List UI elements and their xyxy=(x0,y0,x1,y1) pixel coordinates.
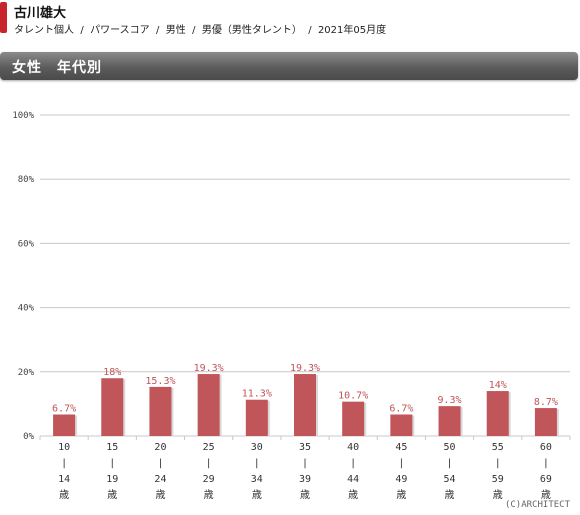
x-category-label: | xyxy=(543,458,549,469)
bar-value-label: 19.3% xyxy=(194,363,224,374)
x-category-label: 55 xyxy=(492,442,504,453)
x-category-label: | xyxy=(350,458,356,469)
y-tick-label: 80% xyxy=(18,175,35,185)
x-category-label: 10 xyxy=(58,442,70,453)
x-category-label: | xyxy=(206,458,212,469)
x-category-label: 歳 xyxy=(155,489,165,500)
breadcrumb-item: 男優（男性タレント） xyxy=(201,25,302,36)
breadcrumb-item: パワースコア xyxy=(90,25,150,36)
x-category-label: 50 xyxy=(444,442,456,453)
breadcrumb-item: タレント個人 xyxy=(14,25,74,36)
breadcrumb-item: 2021年05月度 xyxy=(317,25,387,36)
bar-value-label: 18% xyxy=(103,367,121,378)
x-category-label: 29 xyxy=(203,474,215,485)
bar xyxy=(197,374,220,436)
x-category-label: 歳 xyxy=(59,489,69,500)
bar xyxy=(245,399,268,436)
bar-value-label: 9.3% xyxy=(437,395,461,406)
breadcrumb: タレント個人 / パワースコア / 男性 / 男優（男性タレント） / 2021… xyxy=(14,21,386,36)
breadcrumb-separator: / xyxy=(152,25,163,36)
header-accent-bar xyxy=(0,2,7,33)
x-category-label: 歳 xyxy=(204,489,214,500)
x-category-label: | xyxy=(398,458,404,469)
copyright-text: (C)ARCHITECT xyxy=(504,500,570,510)
bar xyxy=(342,401,365,436)
bar-value-label: 19.3% xyxy=(290,363,320,374)
bar xyxy=(149,386,172,436)
bar xyxy=(101,378,124,436)
page-header: 古川雄大 タレント個人 / パワースコア / 男性 / 男優（男性タレント） /… xyxy=(0,0,580,40)
x-category-label: 19 xyxy=(106,474,118,485)
bar-value-label: 6.7% xyxy=(389,403,413,414)
x-category-label: | xyxy=(254,458,260,469)
bar-value-label: 10.7% xyxy=(338,391,368,402)
x-category-label: 14 xyxy=(58,474,70,485)
bar-value-label: 14% xyxy=(489,380,507,391)
y-tick-label: 20% xyxy=(18,368,35,378)
section-banner: 女性 年代別 xyxy=(0,52,578,80)
grid-layer: 0% 20% 40% 60% 80% 100% xyxy=(12,111,571,442)
x-category-label: 30 xyxy=(251,442,263,453)
bar xyxy=(53,414,76,436)
x-category-label: 69 xyxy=(540,474,552,485)
bar-layer xyxy=(53,374,559,436)
x-category-label: 25 xyxy=(203,442,215,453)
x-category-label: | xyxy=(447,458,453,469)
x-category-label: 45 xyxy=(395,442,407,453)
bar xyxy=(534,408,557,436)
y-tick-label: 0% xyxy=(23,432,34,442)
x-category-label: 歳 xyxy=(348,489,358,500)
x-category-label: 20 xyxy=(154,442,166,453)
bar-value-label: 15.3% xyxy=(145,376,175,387)
bar xyxy=(390,414,413,436)
x-category-label: | xyxy=(302,458,308,469)
bar xyxy=(438,406,461,436)
x-category-label: 59 xyxy=(492,474,504,485)
breadcrumb-item: 男性 xyxy=(165,25,186,36)
x-category-label: 歳 xyxy=(300,489,310,500)
age-bar-chart: 0% 20% 40% 60% 80% 100% 6.7% 10 | 14 歳 18% 15 | 19 歳 15… xyxy=(12,111,571,500)
bar-value-label: 11.3% xyxy=(242,389,272,400)
y-tick-label: 100% xyxy=(12,111,34,121)
x-category-label: 60 xyxy=(540,442,552,453)
x-category-label: | xyxy=(61,458,67,469)
bar-value-label: 6.7% xyxy=(52,403,76,414)
bar xyxy=(294,374,316,436)
x-category-label: 34 xyxy=(251,474,263,485)
x-category-label: 35 xyxy=(299,442,311,453)
x-category-label: | xyxy=(157,458,163,469)
x-category-label: 歳 xyxy=(252,489,262,500)
x-category-label: 24 xyxy=(154,474,166,485)
bar-value-label: 8.7% xyxy=(534,397,558,408)
x-category-label: 歳 xyxy=(445,489,455,500)
x-category-label: 歳 xyxy=(541,489,551,500)
section-title: 女性 年代別 xyxy=(12,60,102,76)
x-category-label: 歳 xyxy=(493,489,503,500)
breadcrumb-separator: / xyxy=(77,25,87,36)
x-category-label: | xyxy=(109,458,115,469)
x-category-label: 40 xyxy=(347,442,359,453)
talent-name: 古川雄大 xyxy=(14,6,67,21)
x-category-label: 39 xyxy=(299,474,311,485)
breadcrumb-separator: / xyxy=(305,25,315,36)
x-category-label: 44 xyxy=(347,474,359,485)
x-category-label: | xyxy=(495,458,501,469)
x-category-label: 49 xyxy=(395,474,407,485)
bar xyxy=(486,391,509,436)
x-category-label: 歳 xyxy=(396,489,406,500)
x-category-label: 15 xyxy=(106,442,118,453)
x-category-label: 54 xyxy=(444,474,456,485)
x-category-label: 歳 xyxy=(107,489,117,500)
breadcrumb-separator: / xyxy=(188,25,199,36)
y-tick-label: 60% xyxy=(18,239,35,249)
label-layer: 6.7% 10 | 14 歳 18% 15 | 19 歳 15.3% 20 | 24 歳 19.3% 25 | 29… xyxy=(52,363,558,500)
y-tick-label: 40% xyxy=(18,304,35,314)
